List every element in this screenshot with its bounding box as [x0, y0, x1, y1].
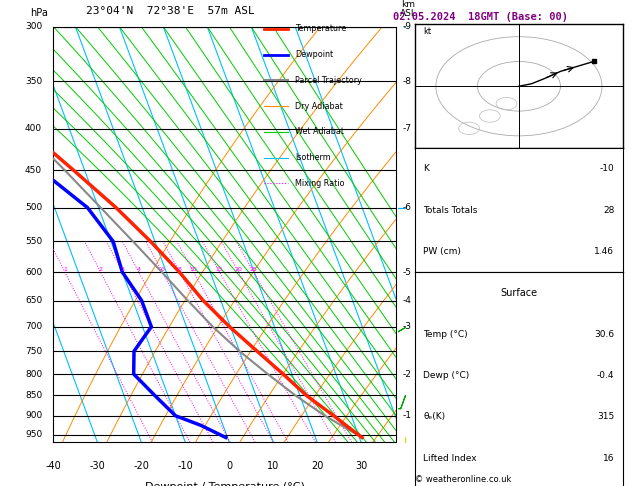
Text: Wet Adiabat: Wet Adiabat	[295, 127, 344, 137]
Text: Mixing Ratio (g/kg): Mixing Ratio (g/kg)	[426, 195, 435, 274]
Text: 550: 550	[25, 237, 42, 246]
Text: Dewpoint: Dewpoint	[295, 50, 333, 59]
Text: 600: 600	[25, 268, 42, 277]
Text: -6: -6	[403, 203, 411, 212]
Text: -10: -10	[599, 164, 615, 174]
Text: 1: 1	[63, 267, 67, 272]
Text: 900: 900	[25, 411, 42, 420]
Text: © weatheronline.co.uk: © weatheronline.co.uk	[415, 474, 511, 484]
Text: 16: 16	[603, 453, 615, 463]
Text: -7: -7	[403, 124, 411, 133]
Text: 02.05.2024  18GMT (Base: 00): 02.05.2024 18GMT (Base: 00)	[393, 12, 568, 22]
Text: -4: -4	[403, 296, 411, 305]
Text: 300: 300	[25, 22, 42, 31]
Text: 6: 6	[160, 267, 164, 272]
Text: 10: 10	[267, 461, 279, 471]
Text: 23°04'N  72°38'E  57m ASL: 23°04'N 72°38'E 57m ASL	[86, 6, 254, 17]
Text: -0.4: -0.4	[597, 371, 615, 380]
Text: Mixing Ratio: Mixing Ratio	[295, 179, 345, 188]
Text: -8: -8	[403, 77, 411, 86]
Text: PW (cm): PW (cm)	[423, 247, 461, 256]
Text: -10: -10	[177, 461, 193, 471]
Text: 315: 315	[597, 412, 615, 421]
Text: -30: -30	[89, 461, 105, 471]
Text: 850: 850	[25, 391, 42, 400]
Text: 20: 20	[235, 267, 243, 272]
Text: Dry Adiabat: Dry Adiabat	[295, 102, 343, 111]
Text: Totals Totals: Totals Totals	[423, 206, 478, 215]
Text: hPa: hPa	[30, 8, 48, 18]
Text: Lifted Index: Lifted Index	[423, 453, 477, 463]
Text: 650: 650	[25, 296, 42, 305]
Text: 15: 15	[216, 267, 223, 272]
Text: -2: -2	[403, 369, 411, 379]
Text: km
ASL: km ASL	[400, 0, 416, 18]
Text: Temp (°C): Temp (°C)	[423, 330, 468, 339]
Text: 950: 950	[25, 431, 42, 439]
Text: 450: 450	[25, 166, 42, 175]
Text: Parcel Trajectory: Parcel Trajectory	[295, 76, 362, 85]
Text: 1.46: 1.46	[594, 247, 615, 256]
Text: 350: 350	[25, 77, 42, 86]
Text: 28: 28	[603, 206, 615, 215]
Text: 20: 20	[311, 461, 323, 471]
Text: kt: kt	[423, 27, 431, 36]
Text: 2: 2	[99, 267, 103, 272]
Text: 30: 30	[355, 461, 367, 471]
Text: -3: -3	[403, 322, 411, 331]
Text: -9: -9	[403, 22, 411, 31]
Text: 3: 3	[121, 267, 125, 272]
Text: Isotherm: Isotherm	[295, 153, 331, 162]
Text: 800: 800	[25, 369, 42, 379]
Text: 400: 400	[25, 124, 42, 133]
Text: 8: 8	[178, 267, 182, 272]
Text: 25: 25	[250, 267, 257, 272]
Text: Surface: Surface	[500, 288, 538, 298]
Text: 10: 10	[190, 267, 198, 272]
Text: Temperature: Temperature	[295, 24, 347, 34]
Text: -20: -20	[133, 461, 149, 471]
Text: 750: 750	[25, 347, 42, 356]
Text: Dewpoint / Temperature (°C): Dewpoint / Temperature (°C)	[145, 482, 305, 486]
Text: θₑ(K): θₑ(K)	[423, 412, 445, 421]
Text: K: K	[423, 164, 430, 174]
Text: -40: -40	[45, 461, 62, 471]
Text: 4: 4	[136, 267, 141, 272]
Text: -5: -5	[403, 268, 411, 277]
Text: 0: 0	[226, 461, 232, 471]
Text: 30.6: 30.6	[594, 330, 615, 339]
Text: -1: -1	[403, 411, 411, 420]
Text: Dewp (°C): Dewp (°C)	[423, 371, 470, 380]
Text: 500: 500	[25, 203, 42, 212]
Text: 700: 700	[25, 322, 42, 331]
